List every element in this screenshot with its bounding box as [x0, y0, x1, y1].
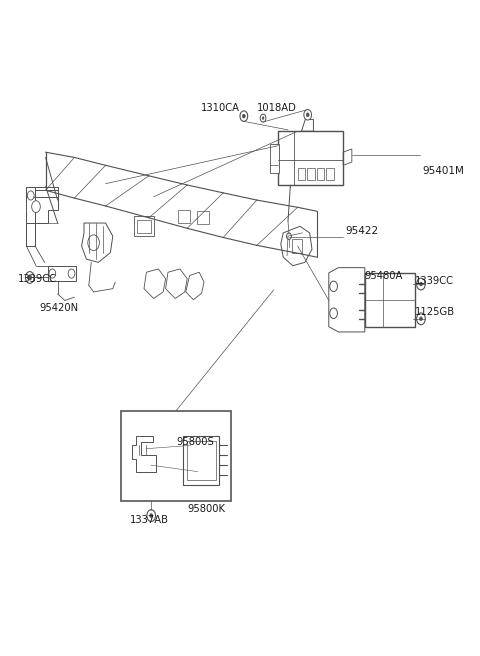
Circle shape: [25, 272, 34, 283]
Text: 95480A: 95480A: [365, 270, 403, 281]
Bar: [292, 239, 302, 253]
Bar: [197, 211, 209, 224]
Text: 1339CC: 1339CC: [415, 276, 454, 286]
Circle shape: [49, 269, 56, 278]
Bar: [317, 168, 324, 180]
Circle shape: [330, 308, 337, 318]
Circle shape: [262, 117, 264, 119]
Bar: [270, 144, 279, 173]
Circle shape: [260, 114, 266, 122]
Bar: [178, 210, 190, 223]
Text: 1339CC: 1339CC: [18, 274, 57, 285]
Circle shape: [287, 233, 291, 239]
Bar: [326, 168, 334, 180]
Text: 95401M: 95401M: [422, 165, 464, 176]
Circle shape: [306, 113, 309, 117]
Bar: [121, 411, 231, 501]
Circle shape: [242, 114, 245, 118]
Text: 1337AB: 1337AB: [130, 515, 168, 525]
Text: 1125GB: 1125GB: [415, 307, 456, 318]
Circle shape: [147, 510, 156, 522]
Circle shape: [27, 191, 34, 200]
Circle shape: [304, 110, 312, 120]
Circle shape: [420, 317, 422, 321]
Bar: [278, 131, 343, 185]
Text: 95420N: 95420N: [39, 303, 79, 314]
Bar: [137, 220, 151, 233]
Circle shape: [32, 201, 40, 213]
Bar: [307, 168, 315, 180]
Circle shape: [417, 278, 425, 290]
Circle shape: [420, 282, 422, 286]
Circle shape: [240, 111, 248, 121]
Text: 95800S: 95800S: [177, 437, 215, 447]
Text: 95800K: 95800K: [187, 504, 225, 514]
Bar: [183, 436, 219, 485]
Circle shape: [68, 269, 75, 278]
Text: 1310CA: 1310CA: [201, 103, 240, 113]
Text: 95422: 95422: [346, 226, 379, 236]
Bar: [48, 266, 76, 281]
Circle shape: [330, 281, 337, 291]
Bar: [187, 441, 216, 480]
Text: 1018AD: 1018AD: [257, 103, 297, 113]
Circle shape: [150, 514, 153, 518]
Bar: [298, 168, 305, 180]
Circle shape: [88, 235, 99, 251]
Circle shape: [417, 313, 425, 325]
Bar: [134, 216, 154, 236]
Bar: [365, 273, 415, 327]
Circle shape: [28, 275, 32, 280]
